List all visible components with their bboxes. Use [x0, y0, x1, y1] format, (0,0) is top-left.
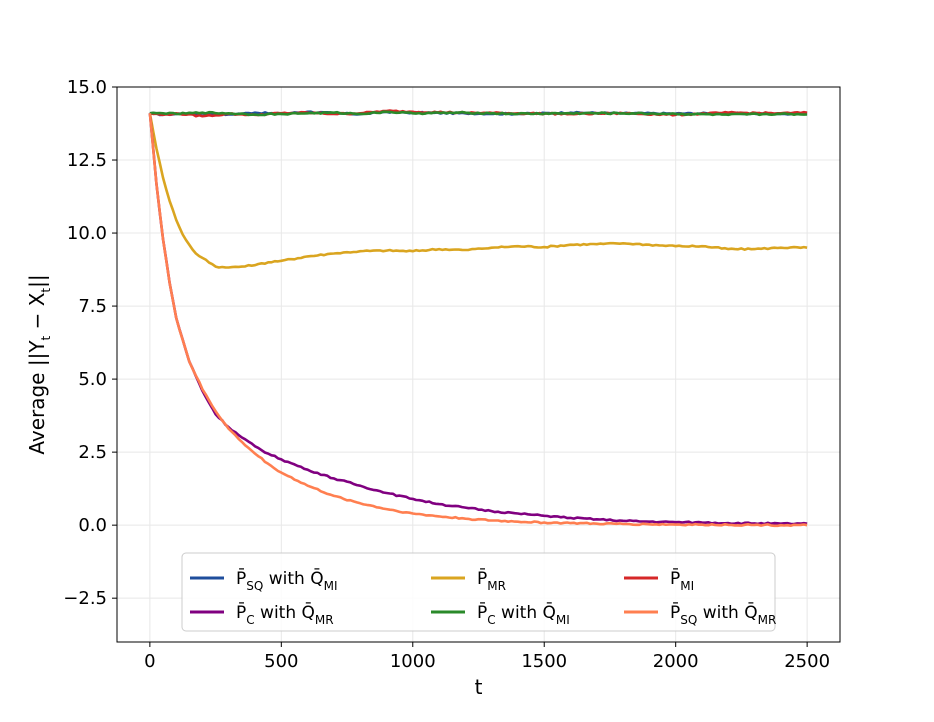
legend-label: P̄MI — [670, 567, 694, 593]
svg-text:Average ||Yt − Xt||: Average ||Yt − Xt|| — [25, 274, 53, 454]
legend-item: P̄MI — [624, 567, 694, 593]
legend-label: P̄MR — [477, 567, 506, 593]
legend-item: P̄SQ with Q̄MI — [190, 567, 338, 593]
x-tick-label: 1500 — [521, 651, 567, 672]
y-axis-label-suffix: || — [25, 274, 49, 287]
x-tick-label: 500 — [264, 651, 298, 672]
x-tick-label: 0 — [144, 651, 155, 672]
y-axis-label-sub1: t — [39, 335, 53, 340]
axis-ticks: 0 500 1000 1500 2000 2500 −2.5 0.0 2.5 5.0 7.5 10.0… — [63, 77, 830, 672]
legend-label: P̄SQ with Q̄MI — [236, 567, 338, 593]
y-tick-label: 10.0 — [67, 223, 107, 244]
legend: P̄SQ with Q̄MI P̄MR P̄MI P̄C with Q̄MR P̄C w… — [181, 552, 776, 632]
series-line — [148, 113, 808, 269]
x-tick-label: 1000 — [390, 651, 436, 672]
legend-item: P̄MR — [431, 567, 506, 593]
legend-label: P̄SQ with Q̄MR — [670, 601, 776, 627]
y-tick-label: 5.0 — [78, 369, 107, 390]
y-axis-label-sub2: t — [39, 288, 53, 293]
x-tick-label: 2000 — [653, 651, 699, 672]
legend-item: P̄C with Q̄MR — [190, 601, 334, 627]
y-tick-label: 2.5 — [78, 442, 107, 463]
legend-item: P̄SQ with Q̄MR — [624, 601, 776, 627]
y-axis-label-middle: − X — [25, 292, 49, 335]
y-axis-label-prefix: Average ||Y — [25, 340, 49, 455]
y-tick-label: 15.0 — [67, 77, 107, 98]
y-axis-label: Average ||Yt − Xt|| — [25, 274, 53, 454]
legend-label: P̄C with Q̄MR — [236, 601, 334, 627]
series-layer — [148, 109, 808, 528]
legend-label: P̄C with Q̄MI — [477, 601, 570, 627]
legend-item: P̄C with Q̄MI — [431, 601, 570, 627]
series-line — [148, 113, 808, 526]
series-line — [149, 110, 808, 117]
y-tick-label: 7.5 — [78, 296, 107, 317]
x-axis-label: t — [475, 675, 483, 699]
y-tick-label: 12.5 — [67, 150, 107, 171]
series-line — [148, 113, 808, 528]
x-tick-label: 2500 — [784, 651, 830, 672]
plot-frame — [116, 86, 841, 643]
y-tick-label: −2.5 — [63, 588, 107, 609]
y-tick-label: 0.0 — [78, 515, 107, 536]
